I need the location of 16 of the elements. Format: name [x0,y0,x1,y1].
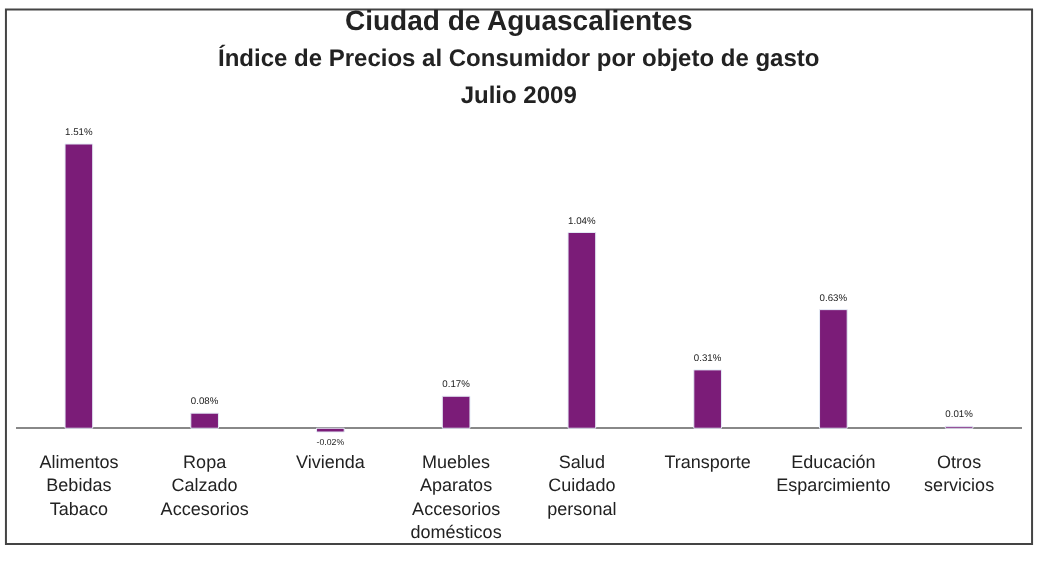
x-tick-label: Muebles Aparatos Accesorios domésticos [410,452,503,543]
x-tick-label: Salud Cuidado personal [547,452,617,519]
x-tick-label: Otros servicios [924,452,996,496]
chart-title: Ciudad de Aguascalientes [344,4,693,36]
x-tick-label: Vivienda [296,452,365,472]
x-tick-label: Alimentos Bebidas Tabaco [39,452,120,519]
bar [693,369,722,429]
bar [441,395,471,429]
bar [64,143,94,429]
bar [190,412,219,429]
x-tick-label: Educación Esparcimiento [776,452,891,496]
x-tick-label: Transporte [664,452,751,472]
chart-subtitle: Índice de Precios al Consumidor por objeto de gasto Julio 2009 [218,44,820,109]
bar [567,231,597,429]
x-tick-label: Ropa Calzado Accesorios [160,452,250,519]
bar [819,309,848,429]
